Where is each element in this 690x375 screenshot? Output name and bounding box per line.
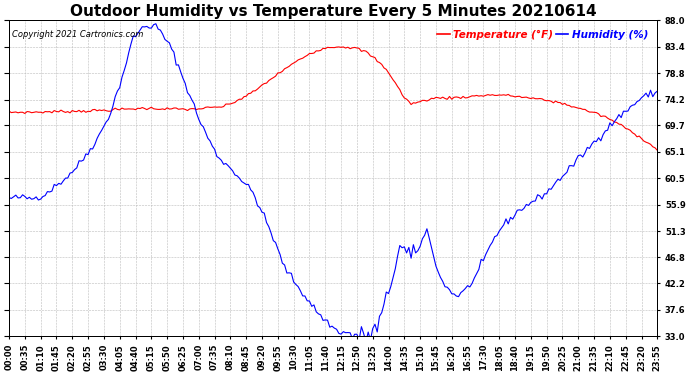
Legend: Temperature (°F), Humidity (%): Temperature (°F), Humidity (%) — [433, 26, 652, 44]
Title: Outdoor Humidity vs Temperature Every 5 Minutes 20210614: Outdoor Humidity vs Temperature Every 5 … — [70, 4, 596, 19]
Text: Copyright 2021 Cartronics.com: Copyright 2021 Cartronics.com — [12, 30, 144, 39]
